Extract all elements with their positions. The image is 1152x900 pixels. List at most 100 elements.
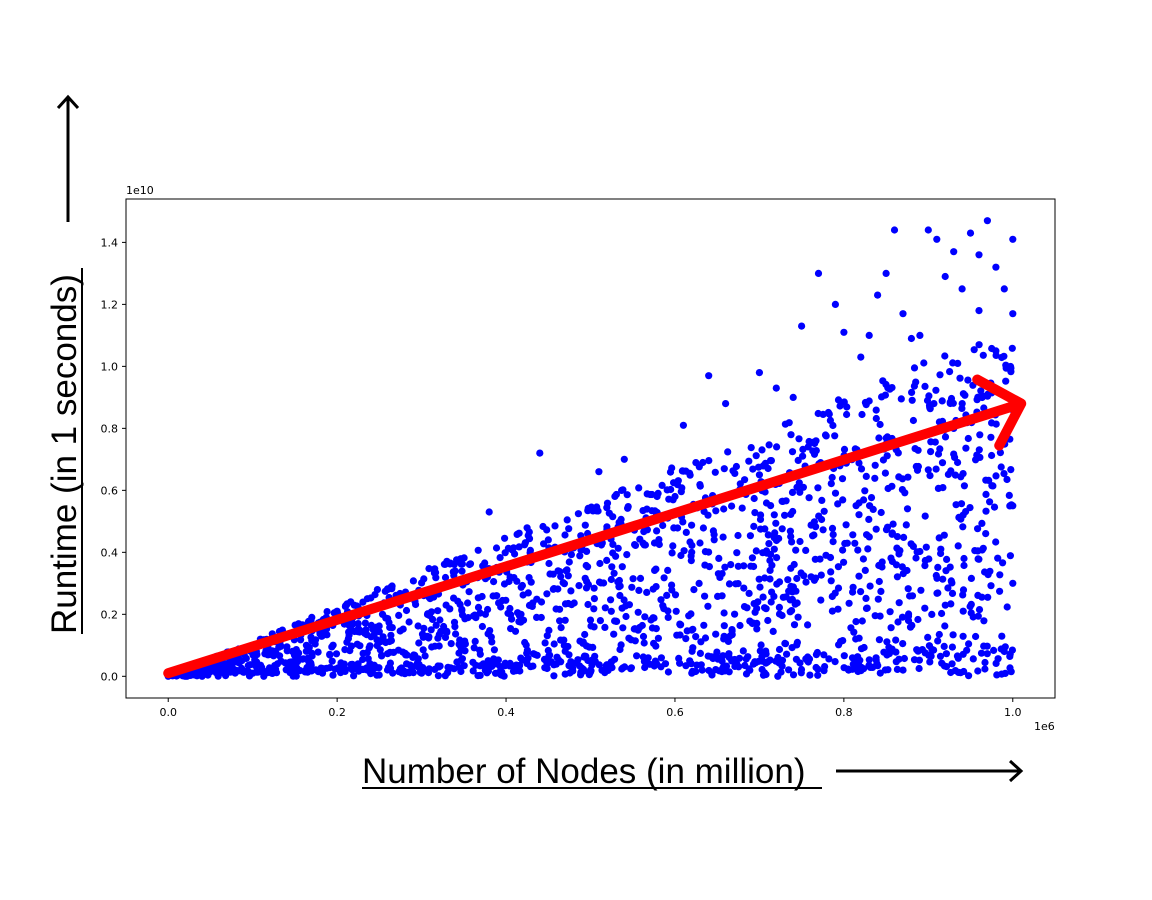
scatter-point: [908, 388, 916, 396]
scatter-point: [909, 416, 918, 425]
scatter-point: [722, 662, 731, 670]
scatter-point: [862, 594, 870, 603]
scatter-point: [229, 665, 237, 673]
scatter-point: [516, 661, 524, 670]
scatter-point: [948, 643, 957, 651]
scatter-point: [899, 640, 907, 648]
scatter-point: [974, 547, 982, 555]
scatter-point: [944, 470, 953, 478]
scatter-point: [767, 502, 775, 510]
scatter-point: [789, 393, 797, 401]
scatter-point: [698, 666, 706, 674]
scatter-point: [423, 610, 432, 619]
scatter-point: [561, 616, 569, 624]
scatter-point: [216, 661, 224, 669]
scatter-point: [563, 566, 571, 574]
scatter-point: [775, 610, 784, 618]
scatter-point: [882, 269, 890, 277]
scatter-point: [567, 551, 576, 559]
scatter-point: [765, 441, 773, 449]
scatter-point: [999, 559, 1007, 567]
scatter-point: [501, 549, 509, 557]
scatter-point: [876, 420, 884, 429]
scatter-point: [367, 621, 375, 630]
scatter-point: [307, 667, 316, 675]
scatter-point: [1009, 310, 1017, 318]
scatter-point: [767, 598, 775, 606]
scatter-point: [597, 541, 606, 549]
scatter-point: [581, 521, 589, 529]
scatter-point: [757, 641, 765, 649]
scatter-point: [718, 592, 726, 600]
scatter-point: [328, 657, 336, 665]
scatter-point: [318, 668, 326, 676]
scatter-point: [425, 665, 433, 673]
scatter-point: [622, 612, 630, 621]
scatter-point: [761, 525, 769, 533]
scatter-point: [755, 471, 764, 479]
trend-arrow-shaft: [163, 400, 1021, 679]
scatter-point: [441, 633, 450, 642]
scatter-point: [478, 592, 486, 601]
scatter-point: [824, 408, 833, 417]
scatter-point: [470, 644, 478, 652]
scatter-point: [290, 661, 298, 669]
scatter-point: [579, 665, 588, 674]
scatter-point: [758, 446, 766, 454]
scatter-point: [775, 645, 784, 654]
scatter-point: [409, 577, 417, 585]
scatter-point: [666, 468, 675, 476]
scatter-point: [947, 600, 955, 608]
scatter-point: [447, 640, 455, 648]
scatter-point: [934, 484, 943, 492]
scatter-point: [441, 573, 450, 582]
scatter-point: [818, 496, 826, 504]
scatter-point: [977, 649, 986, 657]
scatter-point: [567, 587, 575, 595]
scatter-point: [623, 491, 631, 499]
scatter-point: [704, 602, 712, 610]
scatter-point: [323, 608, 331, 616]
scatter-point: [1009, 235, 1017, 243]
scatter-point: [356, 642, 364, 650]
scatter-point: [565, 558, 573, 566]
scatter-point: [979, 351, 987, 359]
scatter-point: [382, 614, 390, 622]
scatter-point: [766, 575, 774, 583]
scatter-point: [712, 630, 720, 638]
scatter-point: [980, 642, 988, 650]
scatter-point: [860, 496, 868, 504]
scatter-point: [559, 579, 567, 587]
scatter-point: [710, 536, 718, 544]
scatter-point: [583, 577, 591, 586]
scatter-point: [734, 562, 742, 570]
scatter-point: [845, 599, 853, 607]
scatter-point: [839, 496, 847, 504]
scatter-point: [923, 396, 932, 405]
x-tick-label: 0.4: [497, 706, 515, 719]
y-tick-label: 0.8: [101, 422, 119, 435]
scatter-point: [664, 668, 673, 676]
scatter-point: [813, 648, 822, 657]
scatter-point: [805, 494, 813, 502]
scatter-point: [900, 533, 908, 542]
scatter-point: [787, 564, 795, 572]
scatter-point: [770, 545, 778, 553]
scatter-point: [957, 669, 965, 677]
scatter-point: [614, 578, 622, 586]
scatter-point: [921, 512, 929, 520]
scatter-point: [720, 609, 728, 617]
scatter-point: [981, 665, 989, 673]
scatter-point: [682, 635, 690, 643]
scatter-point: [277, 657, 285, 665]
scatter-point: [593, 507, 601, 515]
scatter-point: [960, 482, 969, 490]
scatter-point: [975, 446, 983, 454]
scatter-point: [831, 432, 839, 440]
scatter-point: [628, 583, 636, 591]
scatter-point: [984, 593, 992, 601]
scatter-point: [810, 531, 818, 539]
scatter-point: [820, 507, 828, 515]
scatter-point: [725, 580, 734, 588]
scatter-point: [543, 590, 551, 598]
